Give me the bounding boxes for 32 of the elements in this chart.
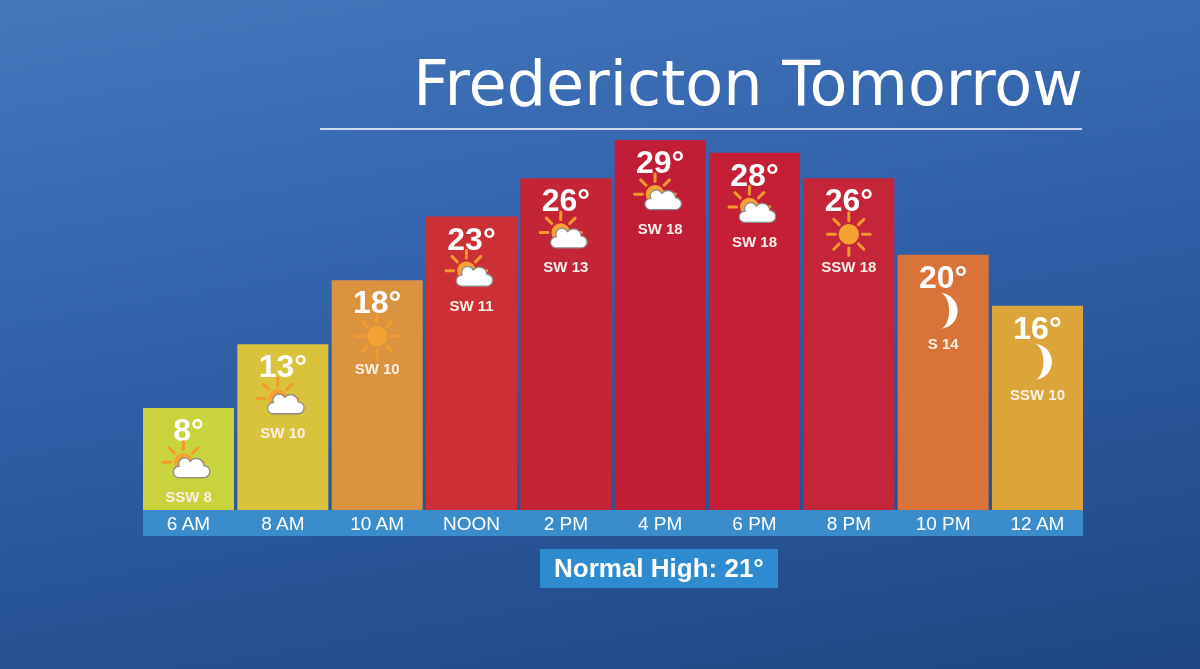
annotation: SW 10 [354,360,400,378]
annotation: SW 11 [449,296,494,314]
annotation: SSW 10 [1009,385,1065,403]
data-label: 18° [352,284,402,321]
text: Normal High: 21° [540,549,778,588]
x-tick-label: 6 AM [166,512,211,534]
x-tick-label: 8 PM [826,512,872,534]
data-label: 26° [541,182,591,219]
x-tick-label: 12 AM [1010,512,1065,534]
x-tick-label: 8 AM [261,512,305,534]
annotation: SW 10 [260,424,306,442]
annotation: S 14 [927,334,960,352]
annotation: SW 13 [543,258,589,276]
x-tick-label: 10 AM [350,512,405,534]
x-tick-label: 2 PM [543,512,589,534]
x-tick-label: 4 PM [637,512,683,534]
data-label: 16° [1013,309,1062,346]
data-label: 26° [824,182,874,219]
data-label: 20° [918,258,968,295]
x-tick-label: NOON [443,512,500,534]
data-label: 23° [447,220,496,257]
annotation: SW 18 [731,232,777,250]
chart-title: Fredericton Tomorrow [413,47,1083,120]
data-label: 13° [258,348,308,385]
data-label: 29° [635,144,685,180]
x-tick-label: 6 PM [732,512,777,534]
annotation: SSW 18 [821,258,877,276]
x-tick-label: 10 PM [915,512,971,534]
data-label: 8° [173,411,204,448]
annotation: SW 18 [637,220,683,237]
annotation: SSW 8 [165,487,212,505]
data-label: 28° [730,156,779,193]
